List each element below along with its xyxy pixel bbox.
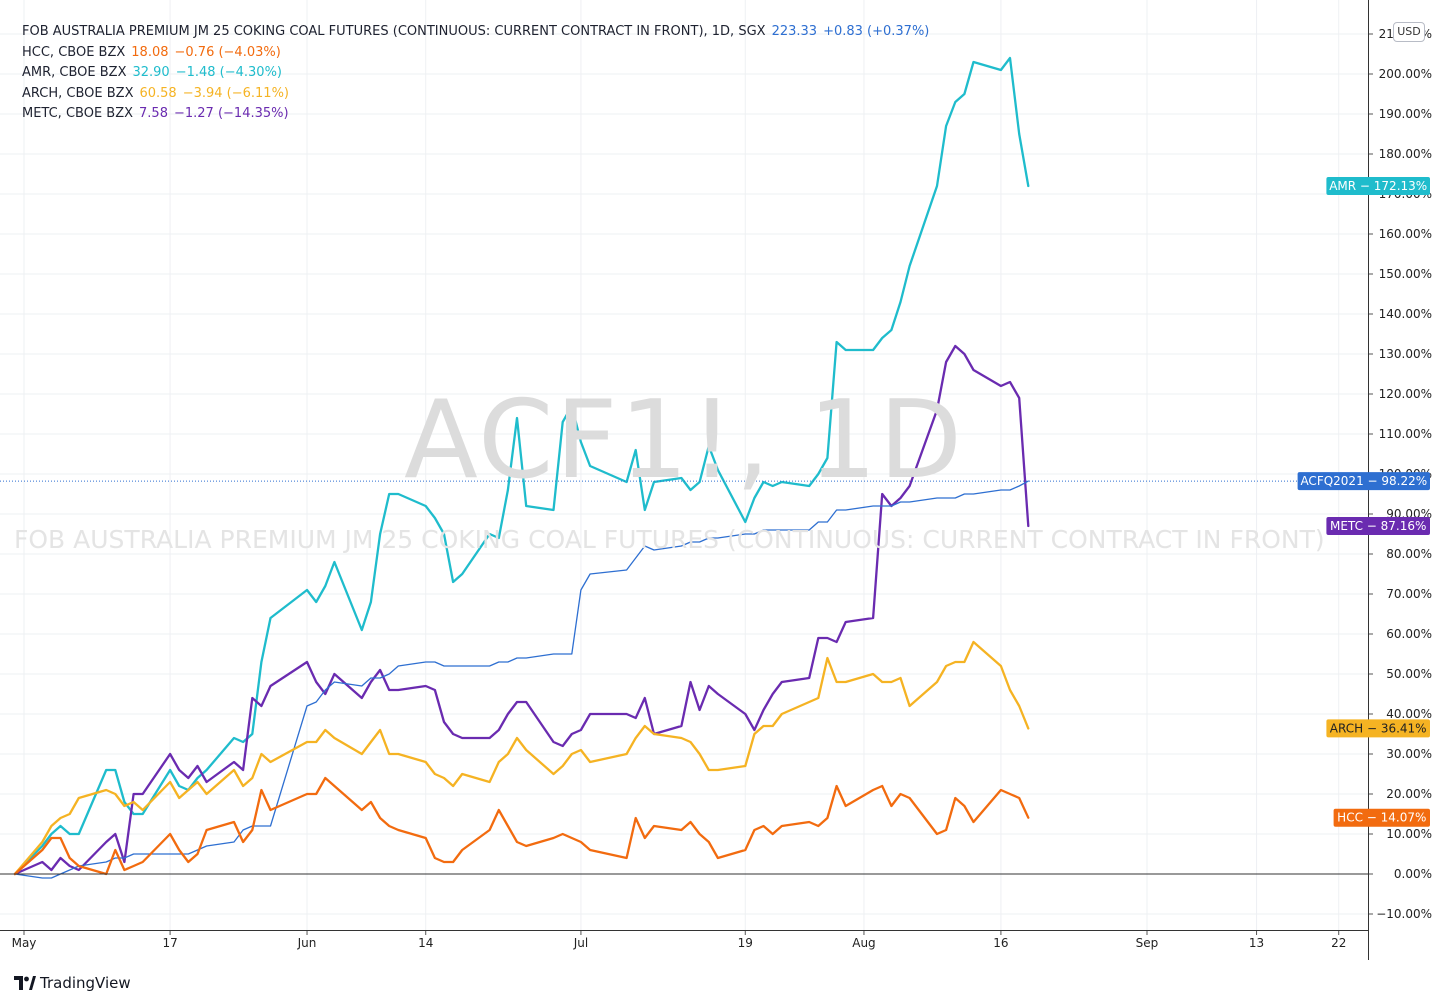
y-tick-label: 60.00% — [1386, 627, 1432, 641]
symbol-watermark: ACF1!, 1D — [403, 378, 965, 503]
x-tick-label: 14 — [418, 936, 433, 950]
price-label-bg-amr — [1326, 177, 1430, 195]
legend-value: 7.58 — [139, 106, 168, 121]
legend-symbol: FOB AUSTRALIA PREMIUM JM 25 COKING COAL … — [22, 24, 766, 39]
legend-value: 32.90 — [132, 65, 170, 80]
x-tick-label: Jul — [573, 936, 588, 950]
price-label-metc: METC − 87.16% — [1330, 519, 1426, 533]
price-label-bg-hcc — [1333, 808, 1430, 827]
legend-change: −1.27 (−14.35%) — [173, 106, 289, 121]
price-label-bg-arch — [1326, 719, 1430, 738]
price-label-bg-acfq2021 — [1297, 472, 1430, 491]
y-tick-label: 190.00% — [1379, 107, 1432, 121]
y-tick-label: 50.00% — [1386, 667, 1432, 681]
y-tick-label: 40.00% — [1386, 707, 1432, 721]
legend-symbol: METC, CBOE BZX — [22, 106, 134, 121]
legend-item-hcc[interactable]: HCC, CBOE BZX 18.08 −0.76 (−4.03%) — [22, 43, 929, 64]
legend-item-arch[interactable]: ARCH, CBOE BZX 60.58 −3.94 (−6.11%) — [22, 84, 929, 105]
series-line-amr — [13, 56, 1030, 876]
series-line-hcc — [13, 776, 1030, 876]
series-line-metc — [13, 344, 1030, 876]
legend-change: −3.94 (−6.11%) — [182, 85, 290, 101]
x-tick-label: 22 — [1331, 936, 1346, 950]
legend-change: −0.76 (−4.03%) — [174, 44, 281, 60]
grid-lines — [0, 0, 1368, 930]
y-tick-label: 200.00% — [1379, 67, 1432, 81]
price-labels: AMR − 172.13% METC − 87.16% ACFQ2021 − 98.… — [1297, 177, 1430, 827]
y-tick-label: 180.00% — [1379, 147, 1432, 161]
legend-item-metc[interactable]: METC, CBOE BZX 7.58 −1.27 (−14.35%) — [22, 104, 929, 125]
tradingview-logo-icon — [14, 976, 36, 990]
legend-symbol: ARCH, CBOE BZX — [22, 85, 134, 101]
y-tick-label: 140.00% — [1379, 307, 1432, 321]
y-tick-label: −10.00% — [1376, 907, 1432, 921]
legend-symbol: AMR, CBOE BZX — [22, 65, 127, 80]
y-tick-label: 120.00% — [1379, 387, 1432, 401]
y-tick-label: 0.00% — [1394, 867, 1432, 881]
x-tick-label: Aug — [852, 936, 875, 950]
price-label-arch: ARCH − 36.41% — [1330, 721, 1427, 735]
price-label-amr: AMR − 172.13% — [1329, 179, 1427, 193]
description-watermark: FOB AUSTRALIA PREMIUM JM 25 COKING COAL … — [14, 525, 1325, 554]
x-tick-label: 16 — [993, 936, 1008, 950]
legend-change: −1.48 (−4.30%) — [175, 65, 283, 80]
y-tick-label: 160.00% — [1379, 227, 1432, 241]
y-tick-label: 80.00% — [1386, 547, 1432, 561]
x-tick-label: Sep — [1136, 936, 1159, 950]
x-tick-label: 13 — [1249, 936, 1264, 950]
price-label-hcc: HCC − 14.07% — [1337, 811, 1426, 825]
logo-text: TradingView — [40, 974, 131, 992]
y-tick-label: 20.00% — [1386, 787, 1432, 801]
x-tick-label: 17 — [162, 936, 177, 950]
y-tick-label: 30.00% — [1386, 747, 1432, 761]
price-label-acfq2021: ACFQ2021 − 98.22% — [1300, 474, 1427, 488]
y-tick-label: 10.00% — [1386, 827, 1432, 841]
legend: FOB AUSTRALIA PREMIUM JM 25 COKING COAL … — [22, 22, 929, 125]
legend-value: 223.33 — [771, 24, 818, 39]
y-tick-label: 150.00% — [1379, 267, 1432, 281]
legend-change: +0.83 (+0.37%) — [823, 24, 930, 39]
series-lines — [0, 56, 1368, 879]
legend-item-acf[interactable]: FOB AUSTRALIA PREMIUM JM 25 COKING COAL … — [22, 22, 929, 43]
x-tick-label: 19 — [738, 936, 753, 950]
legend-value: 60.58 — [139, 85, 177, 101]
x-tick-label: May — [12, 936, 37, 950]
y-tick-label: 130.00% — [1379, 347, 1432, 361]
axes: −10.00% 0.00% 10.00% 20.00% 30.00% 40.00% 50.0… — [0, 0, 1432, 960]
tradingview-logo[interactable]: TradingView — [14, 974, 131, 992]
y-tick-label: 70.00% — [1386, 587, 1432, 601]
series-line-arch — [13, 640, 1030, 876]
x-tick-label: Jun — [297, 936, 317, 950]
currency-badge[interactable]: USD — [1393, 22, 1425, 42]
legend-item-amr[interactable]: AMR, CBOE BZX 32.90 −1.48 (−4.30%) — [22, 63, 929, 84]
series-line-acfq2021 — [14, 480, 1029, 879]
legend-value: 18.08 — [131, 44, 169, 60]
y-tick-label: 110.00% — [1379, 427, 1432, 441]
legend-symbol: HCC, CBOE BZX — [22, 44, 126, 60]
price-label-bg-metc — [1326, 517, 1430, 535]
